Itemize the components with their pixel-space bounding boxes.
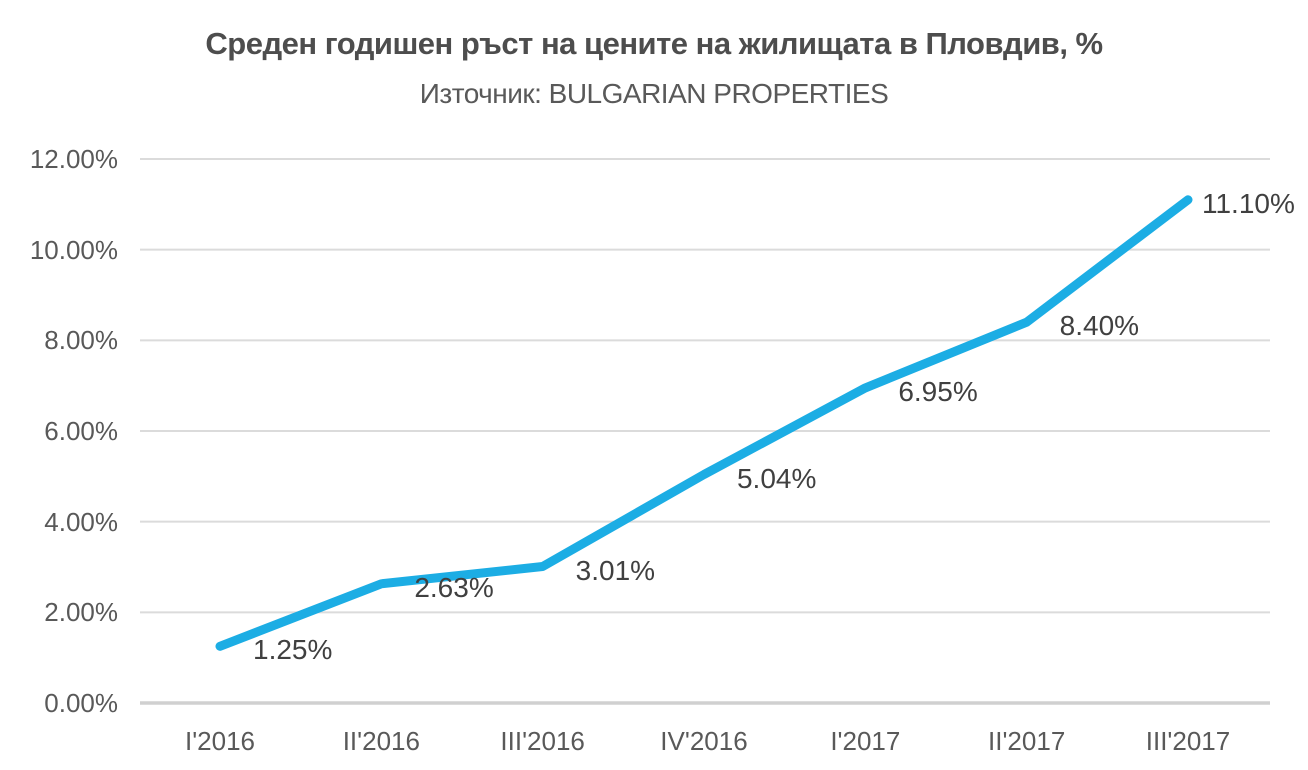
x-tick-label: III'2016 xyxy=(500,726,585,756)
data-label: 11.10% xyxy=(1201,187,1295,219)
chart-subtitle: Източник: BULGARIAN PROPERTIES xyxy=(419,78,889,109)
x-tick-label: II'2017 xyxy=(988,726,1066,756)
x-tick-label: I'2017 xyxy=(830,726,901,756)
y-tick-label: 8.00% xyxy=(44,325,118,356)
data-label: 1.25% xyxy=(253,634,333,666)
y-tick-label: 4.00% xyxy=(44,506,118,537)
data-label: 2.63% xyxy=(414,571,494,603)
data-label: 6.95% xyxy=(898,375,978,407)
data-label: 3.01% xyxy=(575,554,656,586)
y-tick-label: 0.00% xyxy=(44,688,118,718)
x-tick-label: II'2016 xyxy=(342,726,420,756)
chart-title: Среден годишен ръст на цените на жилищат… xyxy=(205,26,1103,61)
y-tick-label: 6.00% xyxy=(44,416,118,446)
x-tick-label: III'2017 xyxy=(1145,726,1231,756)
data-label: 5.04% xyxy=(736,462,817,494)
line-series xyxy=(215,195,1193,651)
data-label: 8.40% xyxy=(1059,310,1140,342)
gridlines xyxy=(140,158,1270,705)
y-tick-label: 2.00% xyxy=(44,597,118,628)
y-tick-label: 10.00% xyxy=(29,234,118,265)
x-tick-label: I'2016 xyxy=(184,726,256,756)
x-tick-label: IV'2016 xyxy=(660,726,748,756)
y-tick-label: 12.00% xyxy=(29,144,118,174)
